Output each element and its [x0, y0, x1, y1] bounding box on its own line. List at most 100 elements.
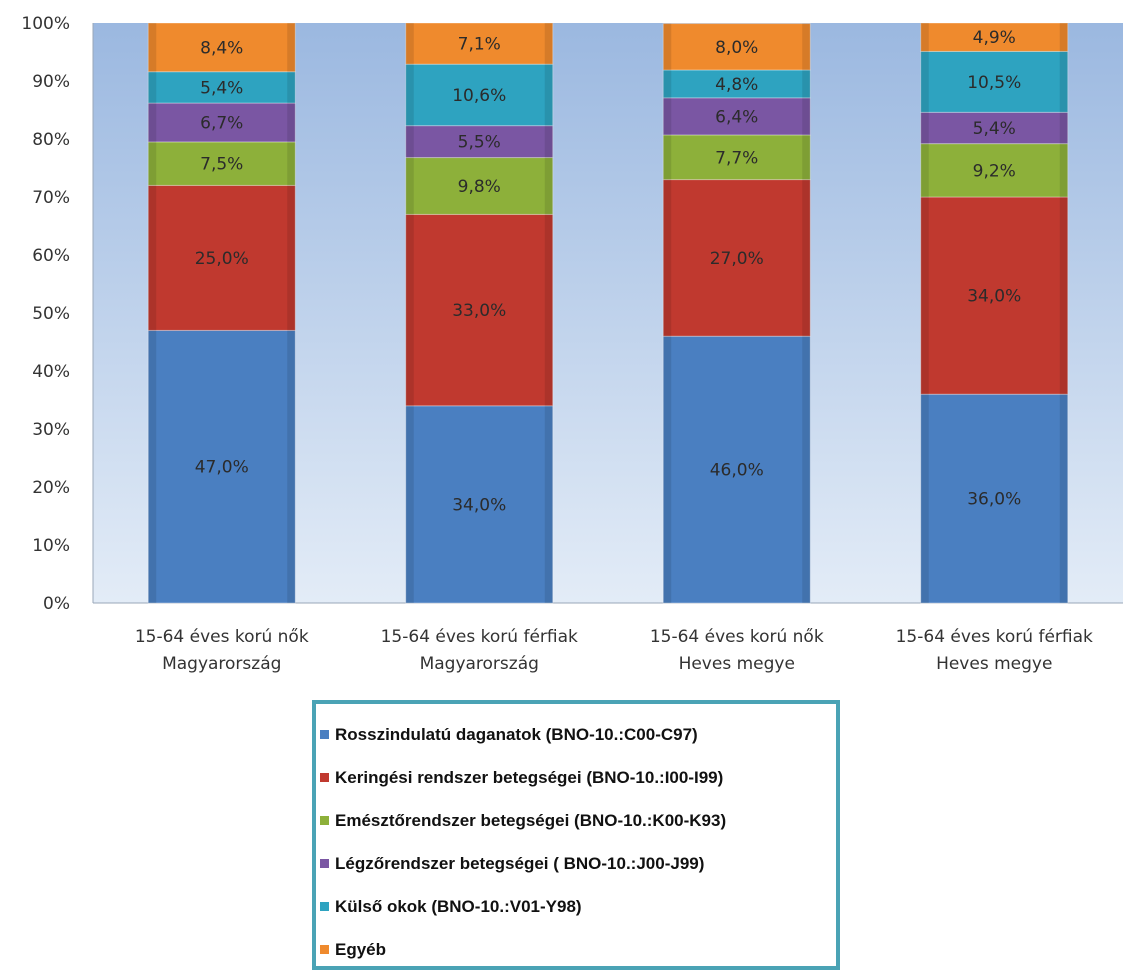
bar-segment-shade	[287, 71, 296, 104]
y-tick-label: 50%	[32, 304, 70, 324]
x-category-label: Heves megye	[936, 654, 1052, 674]
legend-item: Keringési rendszer betegségei (BNO-10.:I…	[320, 756, 836, 799]
legend-swatch	[320, 945, 329, 954]
data-label: 25,0%	[195, 249, 249, 269]
bar-segment	[405, 63, 554, 127]
legend-swatch	[320, 859, 329, 868]
y-tick-label: 100%	[21, 14, 70, 34]
y-axis-ticks: 0% 10% 20% 30% 40% 50% 60% 70% 80% 90% 100%	[21, 14, 70, 614]
legend-item: Légzőrendszer betegségei ( BNO-10.:J00-J…	[320, 842, 836, 885]
bar-segment	[405, 157, 554, 215]
legend-item: Rosszindulatú daganatok (BNO-10.:C00-C97…	[320, 713, 836, 756]
x-axis-labels: 15-64 éves korú nők Magyarország 15-64 éve…	[135, 627, 1093, 674]
bar-segment-shade	[920, 51, 929, 113]
data-label: 6,7%	[200, 113, 243, 133]
bar-segment	[662, 134, 811, 181]
data-label: 4,8%	[715, 75, 758, 95]
bar-segment-shade	[405, 64, 414, 126]
bar-segment-shade	[663, 134, 672, 180]
data-label: 8,4%	[200, 38, 243, 58]
y-tick-label: 10%	[32, 536, 70, 556]
x-category-label: 15-64 éves korú férfiak	[896, 627, 1093, 647]
data-label: 7,1%	[458, 35, 501, 55]
data-label: 36,0%	[967, 490, 1021, 510]
bar-segment-shade	[920, 394, 929, 603]
bar-segment	[147, 141, 296, 186]
x-category-label: 15-64 éves korú nők	[650, 627, 824, 647]
legend-swatch	[320, 730, 329, 739]
legend-label: Emésztőrendszer betegségei (BNO-10.:K00-…	[335, 810, 727, 830]
bar-segment-shade	[405, 157, 414, 215]
x-category-label: Magyarország	[420, 654, 539, 674]
x-category-label: Heves megye	[679, 654, 795, 674]
bar-segment-shade	[663, 23, 672, 70]
bar-segment	[147, 329, 296, 604]
bar-segment-shade	[405, 405, 414, 603]
y-tick-label: 70%	[32, 188, 70, 208]
legend-label: Keringési rendszer betegségei (BNO-10.:I…	[335, 767, 724, 787]
bar-segment	[405, 22, 554, 65]
bar-segment-shade	[148, 23, 157, 72]
x-category-label: Magyarország	[162, 654, 281, 674]
bar-segment	[405, 213, 554, 407]
y-tick-label: 90%	[32, 72, 70, 92]
data-label: 6,4%	[715, 107, 758, 127]
bar-segment-shade	[287, 185, 296, 331]
data-label: 27,0%	[710, 249, 764, 269]
bar-segment-shade	[544, 64, 553, 126]
y-tick-label: 60%	[32, 246, 70, 266]
bar-segment-shade	[148, 185, 157, 331]
legend-label: Légzőrendszer betegségei ( BNO-10.:J00-J…	[335, 853, 705, 873]
data-label: 34,0%	[967, 287, 1021, 307]
y-tick-label: 20%	[32, 478, 70, 498]
data-label: 33,0%	[452, 301, 506, 321]
bar-segment-shade	[1059, 23, 1068, 52]
bar-segment-shade	[1059, 143, 1068, 197]
data-label: 34,0%	[452, 495, 506, 515]
bar-segment	[405, 125, 554, 159]
bar-segment-shade	[287, 23, 296, 72]
bar-segment-shade	[1059, 112, 1068, 144]
legend-item: Egyéb	[320, 928, 836, 971]
bar-segment-shade	[802, 179, 811, 337]
bar-segment-shade	[1059, 394, 1068, 603]
data-label: 8,0%	[715, 38, 758, 58]
bar-segment-shade	[405, 23, 414, 65]
data-label: 5,4%	[973, 119, 1016, 139]
y-tick-label: 0%	[43, 594, 70, 614]
bar-segment	[920, 22, 1069, 52]
stacked-bar-chart: 0% 10% 20% 30% 40% 50% 60% 70% 80% 90% 100% 47,0% 2…	[21, 14, 1123, 674]
data-label: 7,5%	[200, 155, 243, 175]
bar-segment	[405, 405, 554, 604]
bar-segment	[920, 50, 1069, 113]
x-category-label: 15-64 éves korú nők	[135, 627, 309, 647]
bar-segment-shade	[1059, 197, 1068, 395]
legend-item: Külső okok (BNO-10.:V01-Y98)	[320, 885, 836, 928]
data-label: 47,0%	[195, 458, 249, 478]
data-label: 10,6%	[452, 86, 506, 106]
bar-segment-shade	[1059, 51, 1068, 113]
bar-segment	[920, 111, 1069, 145]
bar-segment-shade	[802, 97, 811, 135]
bar-segment-shade	[287, 103, 296, 142]
legend-swatch	[320, 816, 329, 825]
bar-segment-shade	[920, 23, 929, 52]
data-label: 7,7%	[715, 148, 758, 168]
bar-segment-shade	[405, 125, 414, 158]
y-tick-label: 80%	[32, 130, 70, 150]
bar-segment-shade	[148, 71, 157, 104]
bar-segment-shade	[663, 69, 672, 98]
bar-segment-shade	[920, 143, 929, 197]
bar-segment-shade	[544, 125, 553, 158]
bar-segment-shade	[802, 23, 811, 70]
bar-segment-shade	[663, 179, 672, 337]
bar-segment	[920, 196, 1069, 395]
bar-segment	[920, 393, 1069, 604]
bar-segment-shade	[663, 97, 672, 135]
y-tick-label: 40%	[32, 362, 70, 382]
bar-segment	[147, 71, 296, 104]
bar-segment	[662, 335, 811, 604]
bar-segment	[147, 22, 296, 73]
legend-swatch	[320, 773, 329, 782]
bar-segment-shade	[802, 69, 811, 98]
